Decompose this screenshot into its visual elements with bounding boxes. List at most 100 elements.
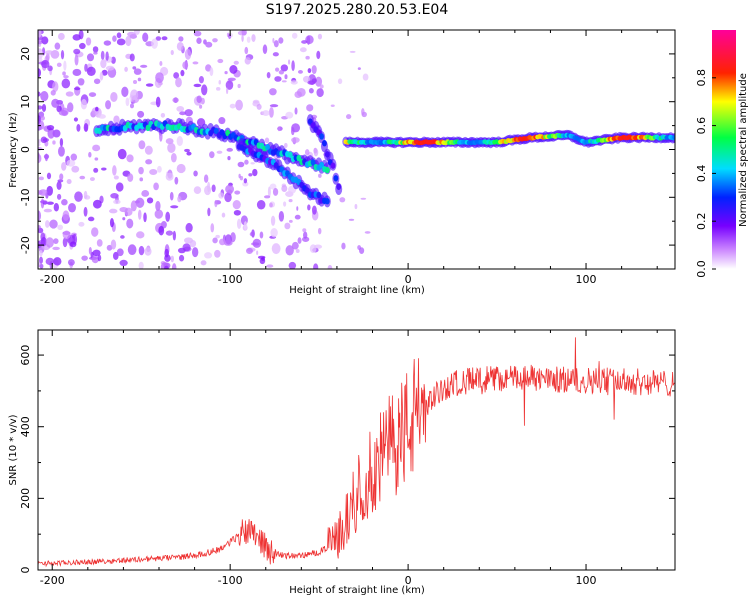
heatmap-noise-blob	[78, 30, 84, 40]
heatmap-noise-blob	[51, 98, 60, 108]
heatmap-noise-blob	[74, 191, 83, 202]
heatmap-noise-blob	[217, 58, 224, 64]
heatmap-noise-blob	[224, 192, 232, 203]
heatmap-noise-blob	[199, 104, 203, 109]
heatmap-noise-blob	[120, 235, 125, 239]
heatmap-noise-blob	[263, 195, 271, 199]
colorbar-ticks: 0.0 0.2 0.4 0.6 0.8	[695, 69, 716, 278]
heatmap-noise-blob	[294, 214, 301, 220]
snr-frame	[37, 329, 676, 571]
y-tick-label: 0	[19, 146, 32, 153]
heatmap-ridge-core	[319, 161, 325, 169]
heatmap-noise-blob	[71, 165, 80, 173]
heatmap-noise-blob	[349, 50, 356, 53]
heatmap-noise-blob	[125, 35, 132, 47]
heatmap-noise-blob	[38, 105, 43, 110]
heatmap-noise-blob	[256, 200, 266, 210]
heatmap-noise-blob	[119, 206, 128, 213]
heatmap-noise-blob	[318, 173, 322, 178]
heatmap-noise-blob	[56, 62, 62, 67]
heatmap-noise-blob	[204, 252, 213, 259]
heatmap-noise-blob	[86, 53, 95, 62]
y-tick-label: 200	[19, 488, 32, 509]
colorbar-tick-label: 0.0	[695, 260, 708, 278]
x-tick-label: 100	[576, 273, 597, 286]
heatmap-noise-blob	[201, 84, 208, 96]
heatmap-noise-blob	[124, 66, 128, 72]
heatmap-noise-blob	[270, 228, 278, 238]
heatmap-noise-blob	[74, 87, 81, 91]
heatmap-noise-blob	[281, 184, 288, 193]
heatmap-noise-blob	[134, 200, 140, 204]
heatmap-noise-blob	[225, 87, 229, 94]
heatmap-noise-blob	[38, 139, 41, 144]
heatmap-noise-blob	[38, 48, 42, 52]
heatmap-noise-blob	[39, 250, 43, 257]
spectrogram-plot-area	[38, 30, 675, 269]
heatmap-noise-blob	[317, 33, 323, 40]
heatmap-noise-blob	[327, 264, 333, 269]
heatmap-noise-blob	[285, 111, 294, 119]
heatmap-noise-blob	[85, 37, 92, 46]
heatmap-noise-blob	[83, 123, 89, 132]
heatmap-noise-blob	[138, 245, 145, 256]
heatmap-noise-blob	[116, 32, 122, 39]
spectrogram-y-label: Frequency (Hz)	[8, 112, 19, 188]
colorbar-tick-label: 0.2	[695, 212, 708, 230]
heatmap-noise-blob	[196, 95, 202, 103]
heatmap-noise-blob	[146, 197, 154, 204]
heatmap-noise-blob	[62, 237, 68, 248]
heatmap-noise-blob	[109, 218, 114, 228]
heatmap-ridge-core	[310, 159, 316, 166]
heatmap-noise-blob	[92, 144, 101, 152]
heatmap-noise-blob	[174, 176, 179, 185]
heatmap-noise-blob	[251, 34, 256, 42]
heatmap-noise-blob	[39, 256, 43, 265]
heatmap-noise-blob	[269, 104, 279, 108]
heatmap-noise-blob	[272, 52, 279, 57]
heatmap-noise-blob	[306, 104, 314, 112]
y-tick-label: 400	[19, 416, 32, 437]
heatmap-noise-blob	[361, 108, 365, 116]
heatmap-noise-blob	[193, 170, 198, 177]
heatmap-noise-blob	[278, 210, 285, 222]
heatmap-noise-blob	[52, 129, 61, 138]
heatmap-noise-blob	[73, 48, 81, 55]
heatmap-noise-blob	[193, 83, 202, 88]
heatmap-noise-blob	[225, 184, 235, 194]
heatmap-noise-blob	[46, 124, 55, 131]
heatmap-noise-blob	[83, 206, 88, 217]
heatmap-noise-blob	[38, 153, 42, 164]
heatmap-noise-blob	[316, 88, 324, 98]
heatmap-noise-blob	[357, 67, 361, 70]
heatmap-noise-blob	[161, 36, 168, 41]
x-tick-label: -100	[218, 574, 243, 587]
heatmap-noise-blob	[66, 179, 72, 185]
heatmap-noise-blob	[288, 198, 293, 203]
heatmap-noise-blob	[179, 111, 187, 116]
heatmap-noise-blob	[53, 257, 62, 266]
heatmap-noise-blob	[98, 114, 106, 119]
heatmap-noise-blob	[38, 176, 44, 181]
heatmap-noise-blob	[269, 183, 277, 190]
heatmap-noise-blob	[256, 250, 259, 256]
heatmap-noise-blob	[315, 76, 323, 87]
y-tick-label: -20	[19, 236, 32, 254]
heatmap-noise-blob	[58, 110, 68, 116]
heatmap-noise-blob	[223, 240, 233, 246]
snr-plot-area	[38, 330, 675, 570]
heatmap-noise-blob	[155, 200, 161, 212]
heatmap-noise-blob	[96, 239, 103, 247]
heatmap-noise-blob	[39, 263, 44, 269]
x-tick-label: -200	[40, 273, 65, 286]
heatmap-noise-blob	[249, 231, 255, 237]
spectrogram-heatmap	[38, 30, 675, 269]
heatmap-noise-blob	[171, 263, 177, 269]
colorbar-gradient	[712, 30, 736, 269]
heatmap-noise-blob	[290, 80, 298, 85]
heatmap-noise-blob	[169, 191, 174, 201]
heatmap-noise-blob	[242, 181, 249, 187]
heatmap-noise-blob	[60, 50, 65, 60]
heatmap-noise-blob	[38, 142, 41, 147]
